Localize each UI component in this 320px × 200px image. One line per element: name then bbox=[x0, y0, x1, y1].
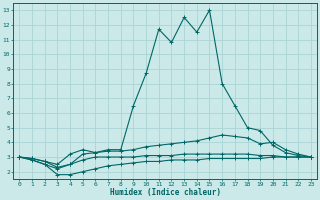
X-axis label: Humidex (Indice chaleur): Humidex (Indice chaleur) bbox=[110, 188, 220, 197]
